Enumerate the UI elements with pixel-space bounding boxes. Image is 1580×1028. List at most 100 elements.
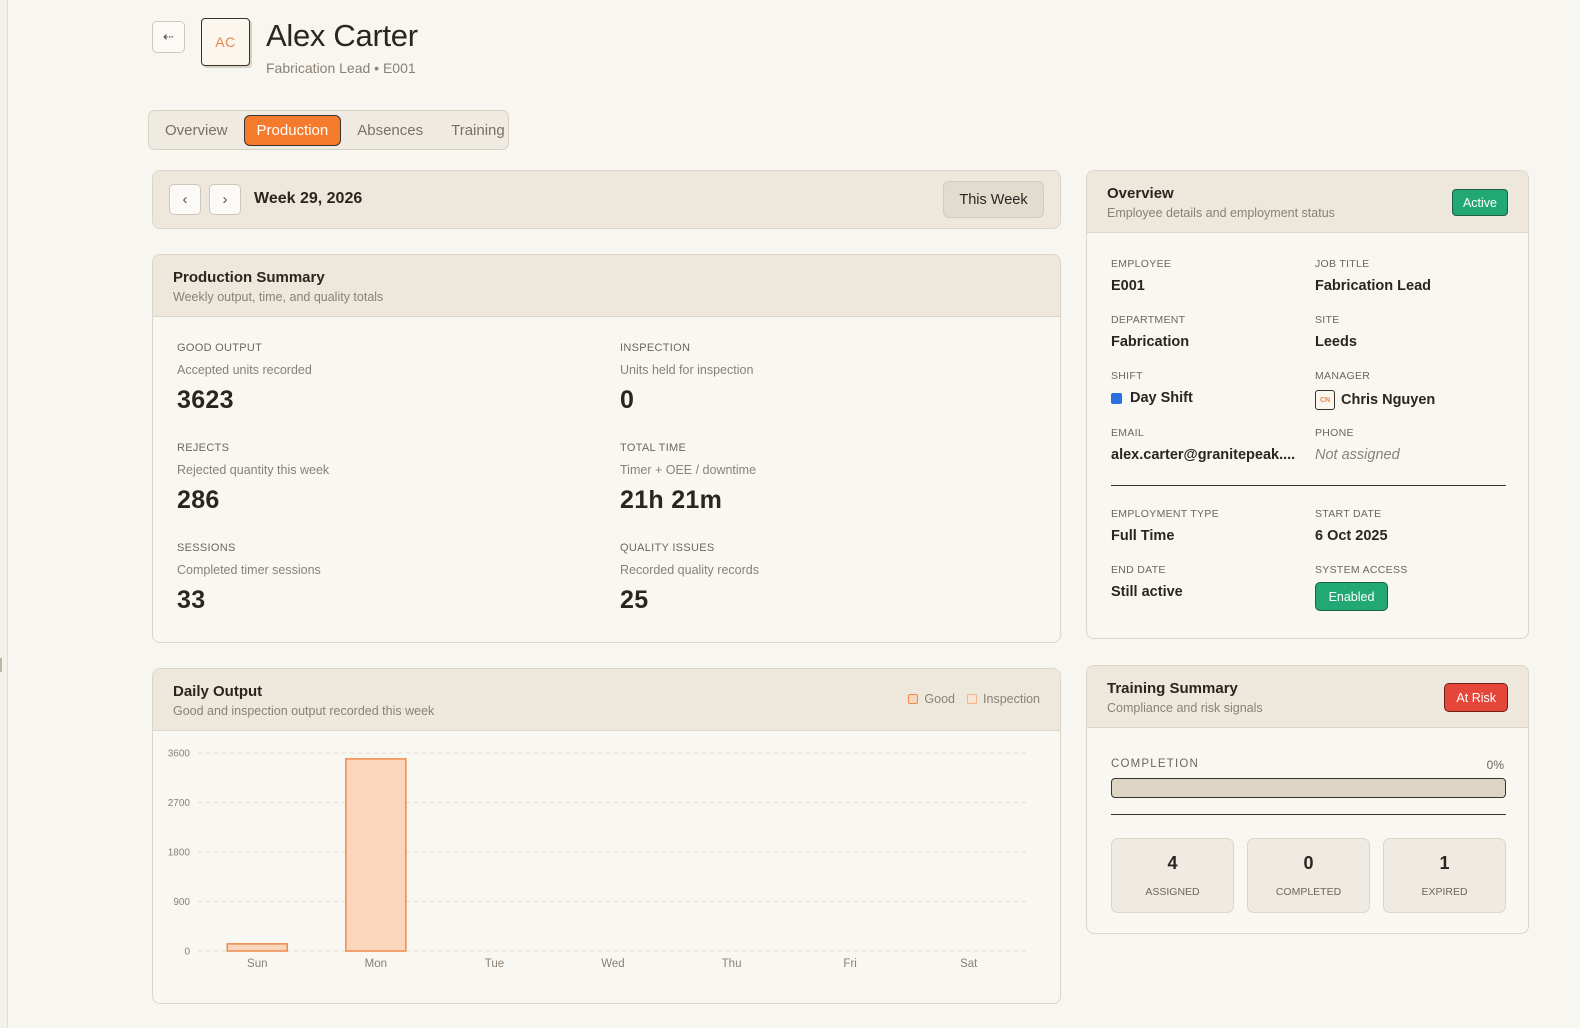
metric-desc: Timer + OEE / downtime	[620, 463, 757, 477]
metric-label: QUALITY ISSUES	[620, 542, 715, 554]
section-divider	[1111, 485, 1506, 486]
tab-absences[interactable]: Absences	[357, 121, 424, 139]
completion-percent: 0%	[1486, 758, 1504, 772]
field-start-date: START DATE 6 Oct 2025	[1315, 508, 1505, 544]
bar-good-sun	[226, 943, 289, 952]
training-summary-title: Training Summary	[1107, 680, 1238, 697]
email-value[interactable]: alex.carter@granitepeak....	[1111, 447, 1296, 463]
left-rail	[0, 0, 8, 1028]
metric-good-output: GOOD OUTPUT Accepted units recorded 3623	[177, 342, 312, 415]
legend-item-good[interactable]: Good	[908, 692, 955, 706]
previous-week-button[interactable]: ‹	[169, 184, 201, 215]
field-value: Full Time	[1111, 528, 1175, 544]
x-tick-label: Sun	[247, 958, 267, 970]
x-tick-label: Wed	[601, 958, 624, 970]
next-week-button[interactable]: ›	[209, 184, 241, 215]
shift-color-indicator	[1111, 392, 1122, 404]
section-divider	[1111, 814, 1506, 815]
this-week-button[interactable]: This Week	[943, 181, 1044, 218]
field-label: DEPARTMENT	[1111, 314, 1186, 326]
metric-label: INSPECTION	[620, 342, 691, 354]
field-label: SHIFT	[1111, 370, 1143, 382]
x-tick-label: Fri	[843, 958, 856, 970]
field-label: EMAIL	[1111, 427, 1145, 439]
metric-desc: Completed timer sessions	[177, 563, 321, 577]
production-summary-title: Production Summary	[173, 269, 325, 286]
field-job-title: JOB TITLE Fabrication Lead	[1315, 258, 1505, 294]
tab-overview[interactable]: Overview	[165, 121, 228, 139]
metric-desc: Accepted units recorded	[177, 363, 312, 377]
metric-sessions: SESSIONS Completed timer sessions 33	[177, 542, 321, 615]
field-shift: SHIFT Day Shift	[1111, 370, 1296, 406]
field-value: E001	[1111, 278, 1145, 294]
system-access-toggle[interactable]: Enabled	[1315, 582, 1388, 611]
field-manager: MANAGER CN Chris Nguyen	[1315, 370, 1505, 410]
rail-handle[interactable]	[0, 658, 2, 672]
metric-label: GOOD OUTPUT	[177, 342, 263, 354]
field-label: MANAGER	[1315, 370, 1371, 382]
field-label: END DATE	[1111, 564, 1166, 576]
field-value: CN Chris Nguyen	[1315, 390, 1505, 410]
bar-good-mon	[345, 758, 407, 952]
metric-label: SESSIONS	[177, 542, 236, 554]
chevron-left-icon: ‹	[182, 191, 188, 208]
y-tick-label: 900	[173, 897, 190, 908]
y-tick-label: 3600	[168, 749, 191, 760]
daily-output-header: Daily Output Good and inspection output …	[153, 669, 1060, 731]
field-label: EMPLOYEE	[1111, 258, 1172, 270]
metric-value: 0	[620, 386, 635, 414]
metric-desc: Units held for inspection	[620, 363, 754, 377]
field-label: SITE	[1315, 314, 1340, 326]
stat-assigned: 4 ASSIGNED	[1111, 838, 1234, 913]
metric-desc: Recorded quality records	[620, 563, 759, 577]
stat-value: 0	[1303, 853, 1314, 873]
field-label: PHONE	[1315, 427, 1354, 439]
training-summary-header: Training Summary Compliance and risk sig…	[1087, 666, 1528, 728]
metric-value: 286	[177, 486, 220, 514]
employee-subtitle: Fabrication Lead • E001	[266, 60, 416, 76]
stat-value: 1	[1439, 853, 1450, 873]
stat-label: EXPIRED	[1421, 886, 1468, 898]
manager-name[interactable]: Chris Nguyen	[1341, 392, 1436, 408]
employee-name: Alex Carter	[266, 18, 418, 53]
overview-header: Overview Employee details and employment…	[1087, 171, 1528, 233]
shift-name: Day Shift	[1130, 390, 1193, 406]
stat-completed: 0 COMPLETED	[1247, 838, 1370, 913]
overview-subtitle: Employee details and employment status	[1107, 206, 1335, 220]
field-value: Still active	[1111, 584, 1183, 600]
tab-production[interactable]: Production	[243, 114, 342, 146]
stat-value: 4	[1167, 853, 1178, 873]
field-system-access: SYSTEM ACCESS Enabled	[1315, 564, 1505, 611]
production-summary-header: Production Summary Weekly output, time, …	[153, 255, 1060, 317]
metric-label: REJECTS	[177, 442, 230, 454]
legend-label-inspection: Inspection	[983, 692, 1040, 706]
tab-training[interactable]: Training	[451, 121, 505, 139]
stat-expired: 1 EXPIRED	[1383, 838, 1506, 913]
legend-label-good: Good	[924, 692, 956, 706]
chart-legend: Good Inspection	[908, 692, 1040, 706]
metric-value: 25	[620, 586, 649, 614]
manager-avatar: CN	[1315, 390, 1335, 410]
legend-swatch-good	[908, 694, 919, 704]
metric-quality-issues: QUALITY ISSUES Recorded quality records …	[620, 542, 759, 615]
field-value: Fabrication Lead	[1315, 278, 1432, 294]
chevron-right-icon: ›	[222, 191, 228, 208]
daily-output-chart: 0 900 1800 2700 3600 Sun Mon Tue Wed Thu Fri Sat	[168, 749, 1028, 970]
field-value: Day Shift	[1111, 390, 1296, 406]
status-badge: Active	[1451, 189, 1508, 216]
field-end-date: END DATE Still active	[1111, 564, 1296, 600]
week-label: Week 29, 2026	[254, 190, 363, 207]
legend-item-inspection[interactable]: Inspection	[967, 692, 1040, 706]
training-summary-card: Training Summary Compliance and risk sig…	[1086, 665, 1529, 934]
field-value: 6 Oct 2025	[1315, 528, 1388, 544]
metric-label: TOTAL TIME	[620, 442, 687, 454]
y-tick-label: 2700	[168, 798, 191, 809]
x-tick-label: Mon	[365, 958, 387, 970]
field-value: Fabrication	[1111, 334, 1190, 350]
completion-label: COMPLETION	[1111, 758, 1200, 770]
completion-progress-bar	[1111, 778, 1506, 798]
overview-card: Overview Employee details and employment…	[1086, 170, 1529, 639]
back-button[interactable]: ⇠	[152, 21, 185, 53]
stat-label: ASSIGNED	[1145, 886, 1200, 898]
field-email: EMAIL alex.carter@granitepeak....	[1111, 427, 1296, 463]
